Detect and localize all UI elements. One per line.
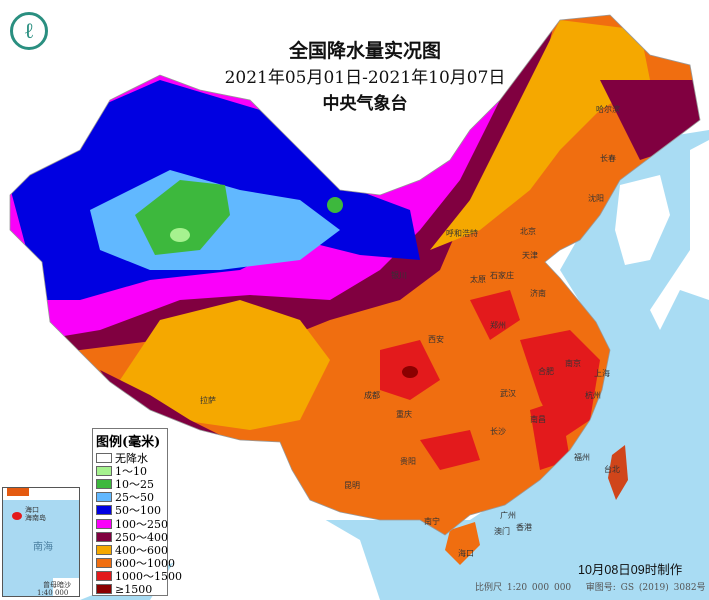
hainan <box>445 522 480 565</box>
city-label: 台北 <box>604 465 620 474</box>
legend-label: 25～50 <box>115 491 154 505</box>
city-label: 重庆 <box>396 410 412 419</box>
legend-swatch <box>96 492 112 503</box>
legend-item: 600～1000 <box>96 557 175 570</box>
taiwan <box>608 445 628 500</box>
city-label: 太原 <box>470 275 486 284</box>
city-label: 天津 <box>522 251 538 260</box>
city-label: 长春 <box>600 154 616 163</box>
city-label: 成都 <box>364 391 380 400</box>
city-label: 银川 <box>391 271 407 280</box>
legend-swatch <box>96 518 112 529</box>
agency: 中央气象台 <box>322 94 408 114</box>
legend-swatch <box>96 584 112 595</box>
legend-item: 400～600 <box>96 543 168 557</box>
legend-item: 无降水 <box>96 451 164 465</box>
legend-item: 1000～1500 <box>96 570 182 583</box>
map-title: 全国降水量实况图 <box>288 40 441 62</box>
legend-label: 1～10 <box>115 464 147 478</box>
map-number: 审图号: GS (2019) 3082号 <box>585 583 706 593</box>
inset-city: 海口 <box>25 506 39 514</box>
scale-text: 比例尺 1:20 000 000 <box>475 583 572 593</box>
legend-label: ≥1500 <box>115 582 153 596</box>
legend-item: 100～250 <box>96 517 168 531</box>
inset-sea: 南海 <box>33 542 53 553</box>
legend-item: 250～400 <box>96 530 168 544</box>
legend: 图例(毫米) 无降水 1～10 10～25 25～50 50～100 100～250 250… <box>92 428 182 596</box>
legend-swatch <box>96 465 112 476</box>
southeast-asia-land <box>150 505 380 600</box>
legend-item: ≥1500 <box>96 583 164 596</box>
legend-label: 10～25 <box>115 477 154 491</box>
city-label: 香港 <box>516 523 532 532</box>
sea <box>80 130 709 600</box>
city-label: 广州 <box>500 511 516 520</box>
city-label: 北京 <box>520 227 536 236</box>
city-label: 哈尔滨 <box>596 105 620 114</box>
city-label: 合肥 <box>538 367 554 376</box>
legend-swatch <box>96 558 112 569</box>
date-range: 2021年05月01日-2021年10月07日 <box>224 68 506 88</box>
scale-and-map-number: 比例尺 1:20 000 000 审图号: GS (2019) 3082号 <box>475 580 706 593</box>
city-label: 南宁 <box>424 517 440 526</box>
city-label: 沈阳 <box>588 194 604 203</box>
inset-island: 海南岛 <box>25 514 46 522</box>
legend-swatch <box>96 544 112 555</box>
south-china-sea-inset: 海口 海南岛 南海 曾母暗沙 1:40 000 000 <box>2 487 80 597</box>
legend-swatch <box>96 505 112 516</box>
cma-logo: ℓ <box>10 12 48 50</box>
city-label: 石家庄 <box>490 271 514 280</box>
city-label: 济南 <box>530 289 546 298</box>
city-label: 杭州 <box>585 391 601 400</box>
city-label: 澳门 <box>494 527 510 536</box>
city-label: 呼和浩特 <box>446 229 478 238</box>
city-label: 南昌 <box>530 415 546 424</box>
legend-label: 250～400 <box>115 530 168 544</box>
legend-item: 50～100 <box>96 504 164 517</box>
legend-swatch <box>96 571 112 582</box>
japan <box>650 140 709 330</box>
city-label: 长沙 <box>490 427 506 436</box>
city-label: 贵阳 <box>400 457 416 466</box>
legend-label: 400～600 <box>115 543 168 557</box>
legend-item: 1～10 <box>96 464 164 478</box>
legend-label: 1000～1500 <box>115 570 182 584</box>
legend-item: 25～50 <box>96 491 164 504</box>
production-time: 10月08日09时制作 <box>578 563 683 577</box>
inset-scale: 1:40 000 000 <box>37 589 69 597</box>
legend-label: 50～100 <box>115 504 161 518</box>
legend-label: 100～250 <box>115 517 168 531</box>
city-label: 上海 <box>594 369 610 378</box>
city-label: 福州 <box>574 453 590 462</box>
legend-title: 图例(毫米) <box>96 435 161 450</box>
city-label: 昆明 <box>344 481 360 490</box>
legend-swatch <box>96 531 112 542</box>
inset-islands: 曾母暗沙 <box>43 581 71 589</box>
city-label: 武汉 <box>500 389 516 398</box>
city-label: 西安 <box>428 335 444 344</box>
city-label: 郑州 <box>490 321 506 330</box>
legend-swatch <box>96 478 112 489</box>
legend-swatch <box>96 452 112 463</box>
korea-peninsula <box>615 175 670 265</box>
legend-label: 600～1000 <box>115 557 175 571</box>
legend-label: 无降水 <box>115 451 148 465</box>
city-label: 拉萨 <box>200 396 216 405</box>
city-label: 南京 <box>565 359 581 368</box>
city-label: 海口 <box>458 549 474 558</box>
legend-item: 10～25 <box>96 477 164 491</box>
